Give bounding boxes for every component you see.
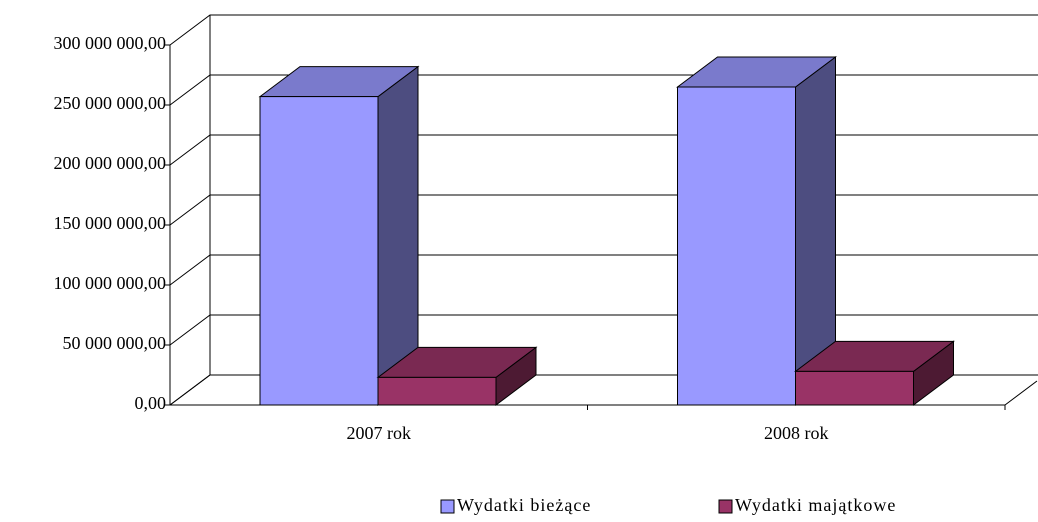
y-tick-label: 50 000 000,00	[63, 333, 167, 353]
legend-label: Wydatki majątkowe	[735, 495, 896, 515]
y-tick-label: 250 000 000,00	[54, 93, 167, 113]
legend-label: Wydatki bieżące	[457, 495, 591, 515]
y-tick-label: 200 000 000,00	[54, 153, 167, 173]
bar	[377, 376, 497, 406]
bar	[795, 370, 914, 406]
x-tick-label: 2007 rok	[347, 423, 412, 443]
bar	[259, 96, 379, 406]
y-tick-label: 150 000 000,00	[54, 213, 167, 233]
y-tick-label: 0,00	[135, 393, 167, 413]
grid-line	[169, 14, 1038, 46]
legend-swatch	[718, 499, 733, 514]
y-tick-label: 100 000 000,00	[54, 273, 167, 293]
legend-swatch	[440, 499, 455, 514]
x-tick-label: 2008 rok	[764, 423, 829, 443]
y-tick-label: 300 000 000,00	[54, 33, 167, 53]
bar	[677, 86, 796, 406]
